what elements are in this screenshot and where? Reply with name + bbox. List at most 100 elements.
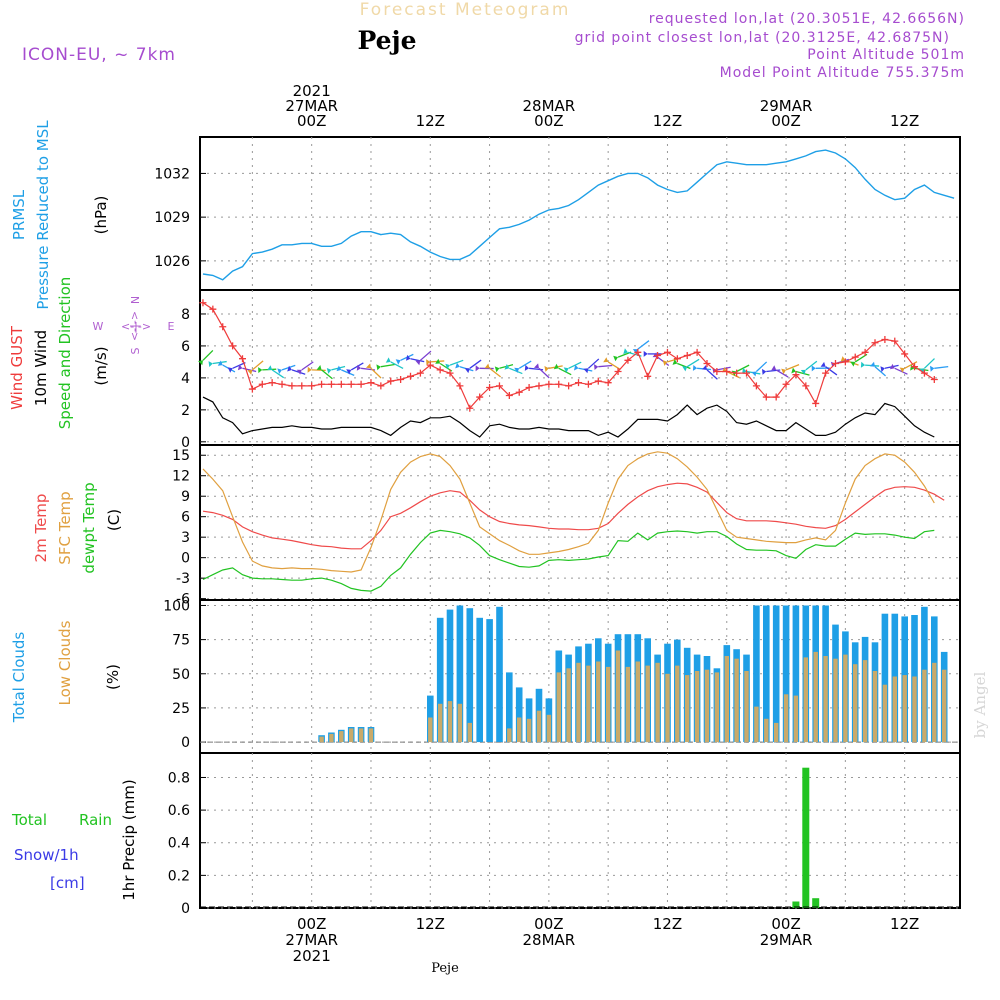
low-clouds-bar: [685, 675, 690, 742]
arrow-head: [800, 369, 806, 375]
top-axis-label: 00Z: [297, 112, 326, 130]
arrow-head: [574, 364, 579, 371]
gust-marker: [663, 348, 671, 356]
low-clouds-bar: [645, 665, 650, 743]
arrow-head: [237, 364, 243, 371]
bottom-axis-label: 00Z: [534, 915, 563, 933]
low-clouds-bar: [368, 728, 374, 743]
y-tick-label: 2: [181, 403, 190, 419]
y-tick-label: 6: [181, 339, 190, 355]
gust-marker: [248, 385, 256, 393]
low-clouds-bar: [833, 658, 838, 742]
gust-marker: [446, 369, 454, 377]
y-tick-label: 0: [181, 735, 190, 751]
pressure-line: [202, 149, 955, 281]
arrow-head: [524, 364, 530, 371]
low-clouds-bar: [912, 676, 917, 743]
arrow-head: [208, 361, 213, 367]
wind-direction-arrow: [682, 358, 700, 372]
wind-direction-arrow: [406, 354, 425, 363]
wind-direction-arrow: [870, 361, 886, 377]
y-tick-label: 3: [181, 530, 190, 546]
wind-direction-arrow: [336, 365, 355, 376]
wind-direction-arrow: [385, 357, 404, 370]
total-clouds-bar: [506, 672, 513, 743]
clouds-labels: Total Clouds Low Clouds (%): [10, 620, 122, 723]
arrow-head: [840, 356, 846, 362]
gust-marker: [436, 366, 444, 374]
y-tick-label: 100: [163, 598, 190, 614]
arrow-head: [762, 368, 767, 375]
low-clouds-bar: [576, 662, 581, 742]
gust-marker: [288, 382, 296, 390]
gust-marker: [565, 382, 573, 390]
arrow-head: [583, 368, 589, 374]
low-clouds-bar: [744, 671, 749, 742]
arrow-head: [287, 365, 292, 372]
low-clouds-bar: [813, 651, 818, 743]
arrow-head: [455, 362, 460, 369]
arrow-shaft: [509, 367, 523, 375]
gust-marker: [802, 382, 810, 390]
compass-vertical: <-|->: [128, 311, 141, 341]
gust-marker: [545, 380, 553, 388]
arrow-shaft: [904, 361, 918, 369]
bottom-axis-label: 12Z: [653, 915, 682, 933]
arrow-shaft: [350, 362, 364, 371]
wind-direction-arrow: [316, 365, 333, 380]
arrow-head: [277, 368, 283, 374]
low-clouds-bar: [556, 672, 561, 743]
chart-title: Forecast Meteogram: [360, 0, 571, 20]
gust-marker: [268, 379, 276, 387]
top-axis-label: 12Z: [416, 112, 445, 130]
low-clouds-bar: [902, 675, 907, 742]
gust-marker: [584, 380, 592, 388]
temp-2m-label: 2m Temp: [32, 494, 50, 563]
y-tick-label: 25: [172, 701, 190, 717]
gridpoint-coords: grid point closest lon,lat (20.3125E, 42…: [575, 30, 950, 46]
low-clouds-bar: [596, 661, 601, 743]
low-clouds-bar: [447, 701, 453, 743]
low-clouds-bar: [734, 658, 739, 742]
snow-unit-label: [cm]: [50, 874, 85, 892]
arrow-head: [613, 355, 619, 362]
gust-marker: [258, 380, 266, 388]
low-clouds-bar: [517, 717, 522, 743]
y-tick-label: 0.4: [168, 836, 190, 852]
arrow-head: [376, 364, 381, 371]
wind-direction-arrow: [751, 361, 768, 377]
low-clouds-bar: [823, 656, 828, 743]
top-axis-label: 12Z: [653, 112, 682, 130]
arrow-shaft: [677, 362, 691, 370]
top-axis-label: 00Z: [771, 112, 800, 130]
low-clouds-bar: [606, 666, 611, 742]
precip-axis-label: 1hr Precip (mm): [120, 779, 138, 900]
arrow-shaft: [390, 361, 404, 370]
gust-marker: [762, 393, 770, 401]
gust-marker: [782, 380, 790, 388]
arrow-shaft: [894, 367, 908, 375]
gust-marker: [703, 360, 711, 368]
low-clouds-bar: [853, 664, 858, 743]
arrow-head: [336, 365, 342, 372]
wind-direction-arrow: [415, 350, 432, 366]
arrow-shaft: [370, 367, 382, 379]
arrow-shaft: [449, 359, 464, 366]
arrow-shaft: [301, 361, 314, 371]
arrow-head: [643, 350, 648, 357]
wind-direction-arrow: [643, 350, 662, 357]
low-clouds-bar: [457, 703, 463, 743]
arrow-shaft: [805, 360, 818, 371]
arrow-shaft: [251, 360, 264, 371]
wind-direction-arrow: [227, 362, 246, 373]
total-clouds-bar: [476, 617, 483, 743]
rain-bar: [802, 767, 810, 908]
wind-panel: 0 2 4 6 8: [181, 289, 961, 451]
wind-direction-arrow: [800, 360, 818, 375]
gust-marker: [673, 355, 681, 363]
arrow-head: [395, 359, 401, 365]
gust-marker: [693, 348, 701, 356]
low-clouds-bar: [694, 671, 700, 742]
